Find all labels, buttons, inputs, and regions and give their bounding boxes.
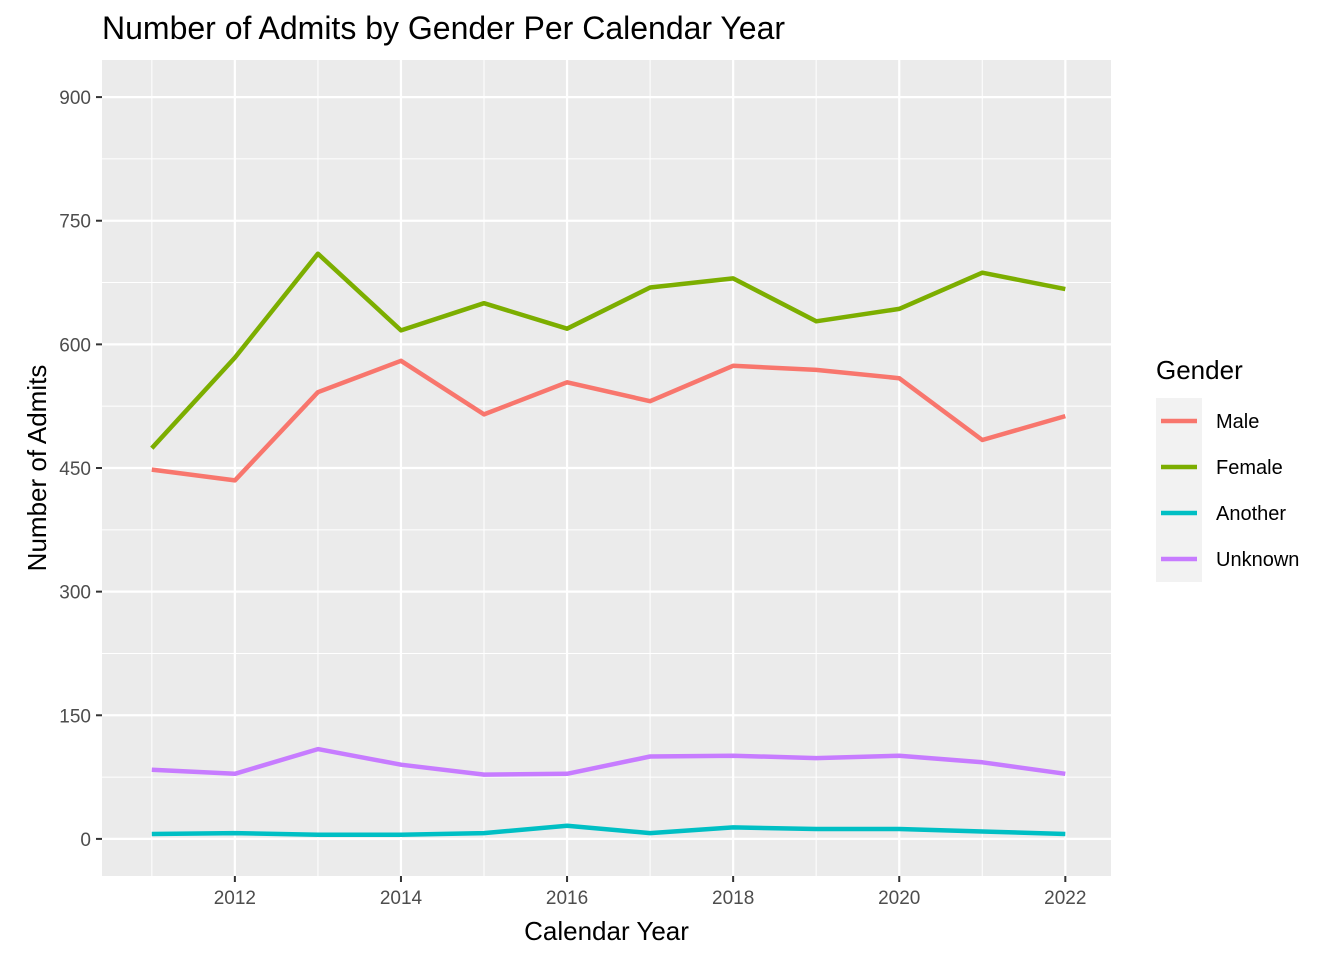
legend-label-female: Female xyxy=(1216,457,1283,479)
chart-title: Number of Admits by Gender Per Calendar … xyxy=(102,10,786,46)
series-line-male xyxy=(151,358,1066,483)
y-tick-label: 150 xyxy=(59,706,91,727)
y-axis: 0 150 300 450 600 750 900 xyxy=(59,88,102,851)
x-tick-label: 2012 xyxy=(214,888,256,909)
major-gridlines xyxy=(102,60,1111,876)
y-tick-label: 750 xyxy=(59,212,91,233)
legend: Gender Male Female Another Unknown xyxy=(1156,355,1299,582)
series-lines xyxy=(150,251,1066,838)
series-line-female xyxy=(150,251,1066,450)
x-axis-title: Calendar Year xyxy=(524,916,689,946)
legend-label-unknown: Unknown xyxy=(1216,549,1299,571)
legend-label-another: Another xyxy=(1216,503,1286,525)
legend-key-background xyxy=(1156,398,1202,582)
y-tick-label: 450 xyxy=(59,459,91,480)
y-tick-label: 900 xyxy=(59,88,91,109)
series-line-unknown xyxy=(151,746,1066,777)
x-tick-label: 2016 xyxy=(546,888,588,909)
series-line-another xyxy=(151,823,1066,838)
legend-label-male: Male xyxy=(1216,411,1259,433)
x-axis: 2012 2014 2016 2018 2020 2022 xyxy=(214,876,1086,909)
y-tick-label: 600 xyxy=(59,335,91,356)
x-tick-label: 2020 xyxy=(878,888,920,909)
y-tick-label: 0 xyxy=(80,830,91,851)
x-tick-label: 2018 xyxy=(712,888,754,909)
x-tick-label: 2022 xyxy=(1044,888,1086,909)
y-tick-label: 300 xyxy=(59,583,91,604)
y-axis-title: Number of Admits xyxy=(22,365,52,572)
legend-title: Gender xyxy=(1156,355,1243,385)
x-tick-label: 2014 xyxy=(380,888,423,909)
